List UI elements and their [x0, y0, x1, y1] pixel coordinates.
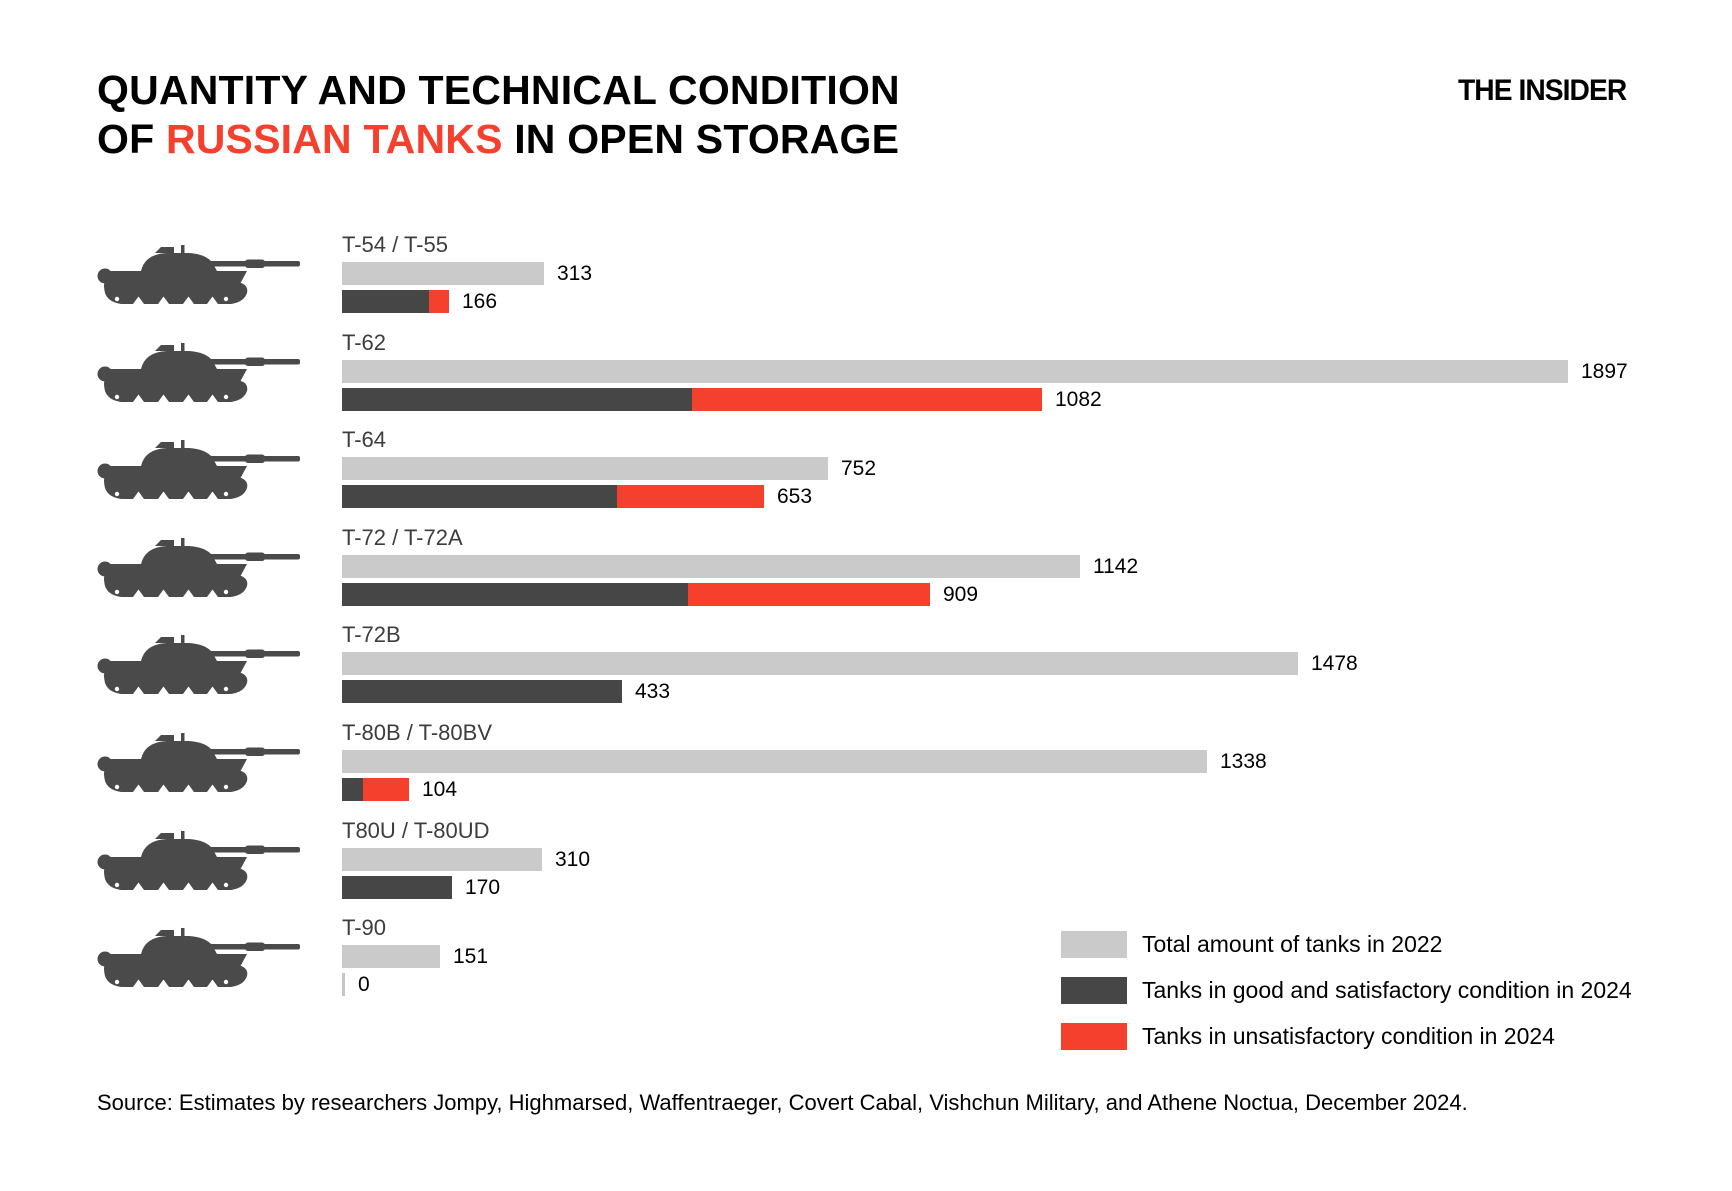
chart-row: T-64 752 653 — [0, 427, 1732, 519]
value-total-2022: 752 — [841, 457, 877, 480]
tank-silhouette-icon — [95, 342, 300, 408]
legend-swatch-dark-icon — [1061, 977, 1127, 1004]
legend-swatch-gray-icon — [1061, 931, 1127, 958]
bar-total-2022 — [342, 652, 1298, 675]
tank-silhouette-icon — [95, 439, 300, 505]
the-insider-logo: THE INSIDER — [1458, 74, 1627, 107]
bar-good-2024 — [342, 778, 363, 801]
row-label: T-64 — [342, 427, 387, 452]
bar-2024 — [342, 583, 930, 606]
bar-2024 — [342, 290, 449, 313]
value-total-2024: 166 — [462, 290, 498, 313]
bar-unsat-2024 — [429, 290, 449, 313]
source-note: Source: Estimates by researchers Jompy, … — [97, 1090, 1468, 1115]
chart-row: T-90 151 0 — [0, 915, 1732, 1007]
bar-2024 — [342, 388, 1042, 411]
bar-good-2024 — [342, 485, 617, 508]
bar-good-2024 — [342, 388, 692, 411]
row-label: T-62 — [342, 330, 387, 355]
bar-2024 — [342, 680, 622, 703]
title-line1-text: QUANTITY AND TECHNICAL CONDITION — [97, 67, 900, 113]
bar-unsat-2024 — [692, 388, 1042, 411]
tank-silhouette-icon — [95, 830, 300, 896]
bar-unsat-2024 — [363, 778, 409, 801]
chart-row: T-62 1897 1082 — [0, 330, 1732, 422]
chart-row: T-72 / T-72A 1142 909 — [0, 525, 1732, 617]
legend-label-total-2022: Total amount of tanks in 2022 — [1142, 931, 1443, 957]
bar-2024 — [342, 778, 409, 801]
row-label: T80U / T-80UD — [342, 818, 490, 843]
value-total-2022: 1338 — [1220, 750, 1267, 773]
bar-2024 — [342, 973, 345, 996]
value-total-2024: 909 — [943, 583, 979, 606]
bar-unsat-2024 — [617, 485, 764, 508]
value-total-2022: 1478 — [1311, 652, 1358, 675]
tank-silhouette-icon — [95, 244, 300, 310]
bar-total-2022 — [342, 848, 542, 871]
value-total-2024: 170 — [465, 876, 501, 899]
row-label: T-72 / T-72A — [342, 525, 463, 550]
value-total-2024: 1082 — [1055, 388, 1102, 411]
value-total-2022: 1897 — [1581, 360, 1628, 383]
bar-good-2024 — [342, 876, 452, 899]
legend-item-unsat-2024: Tanks in unsatisfactory condition in 202… — [1061, 1023, 1632, 1050]
value-total-2024: 104 — [422, 778, 458, 801]
bar-good-2024 — [342, 583, 688, 606]
value-total-2022: 313 — [557, 262, 593, 285]
legend-label-unsat-2024: Tanks in unsatisfactory condition in 202… — [1142, 1023, 1555, 1049]
value-total-2022: 1142 — [1093, 555, 1139, 578]
bar-2024 — [342, 876, 452, 899]
bar-total-2022 — [342, 945, 440, 968]
bar-total-2022 — [342, 262, 544, 285]
title-line2-suffix: IN OPEN STORAGE — [502, 116, 900, 162]
legend: Total amount of tanks in 2022 Tanks in g… — [1061, 931, 1632, 1069]
title-line2-accent: RUSSIAN TANKS — [165, 116, 503, 162]
chart-title-line2: OF RUSSIAN TANKS IN OPEN STORAGE — [97, 115, 900, 164]
value-total-2022: 310 — [555, 848, 591, 871]
row-label: T-80B / T-80BV — [342, 720, 493, 745]
bar-unsat-2024 — [688, 583, 930, 606]
tank-silhouette-icon — [95, 537, 300, 603]
title-line2-prefix: OF — [97, 116, 166, 162]
chart-title-line1: QUANTITY AND TECHNICAL CONDITION — [97, 66, 900, 115]
bar-total-2022 — [342, 555, 1080, 578]
value-total-2024: 433 — [635, 680, 671, 703]
legend-item-good-2024: Tanks in good and satisfactory condition… — [1061, 977, 1632, 1004]
bar-total-2022 — [342, 750, 1207, 773]
chart-title: QUANTITY AND TECHNICAL CONDITION OF RUSS… — [97, 66, 900, 164]
tank-silhouette-icon — [95, 927, 300, 993]
bar-good-2024 — [342, 680, 622, 703]
value-total-2022: 151 — [453, 945, 489, 968]
value-total-2024: 0 — [358, 973, 370, 996]
bar-2024 — [342, 485, 764, 508]
value-total-2024: 653 — [777, 485, 813, 508]
legend-swatch-red-icon — [1061, 1023, 1127, 1050]
row-label: T-54 / T-55 — [342, 232, 448, 257]
row-label: T-72B — [342, 622, 401, 647]
tank-silhouette-icon — [95, 732, 300, 798]
bar-total-2022 — [342, 457, 828, 480]
legend-item-total-2022: Total amount of tanks in 2022 — [1061, 931, 1632, 958]
chart-row: T-72B 1478 433 — [0, 622, 1732, 714]
legend-label-good-2024: Tanks in good and satisfactory condition… — [1142, 977, 1632, 1003]
bar-total-2022 — [342, 360, 1568, 383]
chart-row: T80U / T-80UD 310 170 — [0, 818, 1732, 910]
chart-row: T-80B / T-80BV 1338 104 — [0, 720, 1732, 812]
chart-row: T-54 / T-55 313 166 — [0, 232, 1732, 324]
bar-good-2024 — [342, 290, 429, 313]
row-label: T-90 — [342, 915, 387, 940]
tank-silhouette-icon — [95, 634, 300, 700]
